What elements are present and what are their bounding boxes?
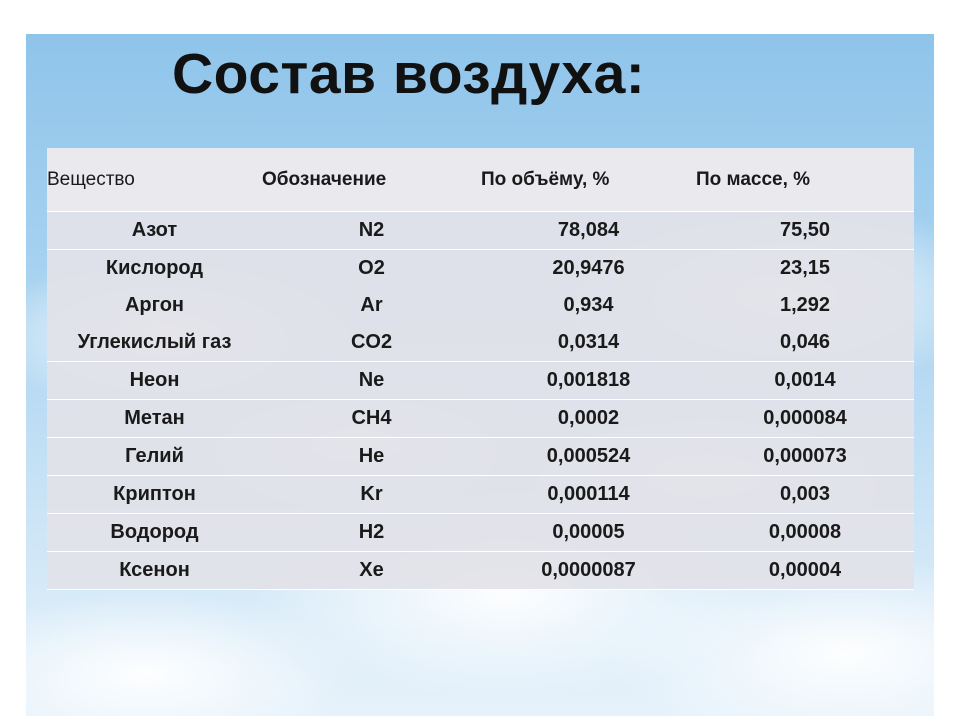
cell-mass: 1,292 [696, 287, 914, 324]
cell-volume: 20,9476 [481, 249, 696, 287]
cell-substance: Кислород [47, 249, 262, 287]
cell-substance: Водород [47, 513, 262, 552]
table-row: Кислород O2 20,9476 23,15 [47, 249, 914, 287]
cell-substance: Криптон [47, 475, 262, 514]
cell-volume: 0,001818 [481, 361, 696, 400]
cell-symbol: N2 [262, 211, 481, 250]
cell-symbol: CO2 [262, 324, 481, 362]
cell-symbol: H2 [262, 513, 481, 552]
cell-symbol: Xe [262, 551, 481, 590]
cell-volume: 0,934 [481, 287, 696, 324]
cell-mass: 0,0014 [696, 361, 914, 400]
cell-volume: 0,0314 [481, 324, 696, 362]
cell-substance: Неон [47, 361, 262, 400]
cell-mass: 23,15 [696, 249, 914, 287]
table-row: Гелий He 0,000524 0,000073 [47, 437, 914, 476]
cell-substance: Аргон [47, 287, 262, 324]
cell-substance: Ксенон [47, 551, 262, 590]
table-row: Аргон Ar 0,934 1,292 [47, 287, 914, 324]
cell-substance: Метан [47, 399, 262, 438]
cell-mass: 0,00004 [696, 551, 914, 590]
cell-symbol: He [262, 437, 481, 476]
cell-mass: 0,046 [696, 324, 914, 362]
cell-symbol: O2 [262, 249, 481, 287]
cell-volume: 0,0000087 [481, 551, 696, 590]
cell-volume: 0,0002 [481, 399, 696, 438]
header-volume: По объёму, % [481, 148, 696, 212]
cell-mass: 75,50 [696, 211, 914, 250]
cell-volume: 0,000114 [481, 475, 696, 514]
cell-symbol: CH4 [262, 399, 481, 438]
cell-volume: 0,00005 [481, 513, 696, 552]
header-substance: Вещество [47, 148, 262, 212]
cell-mass: 0,000084 [696, 399, 914, 438]
cell-mass: 0,000073 [696, 437, 914, 476]
air-composition-table: Вещество Обозначение По объёму, % По мас… [47, 148, 914, 590]
header-mass: По массе, % [696, 148, 914, 212]
table-row: Криптон Kr 0,000114 0,003 [47, 475, 914, 514]
cell-volume: 0,000524 [481, 437, 696, 476]
table-row: Ксенон Xe 0,0000087 0,00004 [47, 551, 914, 590]
cell-symbol: Ar [262, 287, 481, 324]
cell-volume: 78,084 [481, 211, 696, 250]
cell-symbol: Kr [262, 475, 481, 514]
table-row: Водород H2 0,00005 0,00008 [47, 513, 914, 552]
table-row: Неон Ne 0,001818 0,0014 [47, 361, 914, 400]
header-symbol: Обозначение [262, 148, 481, 212]
cell-substance: Азот [47, 211, 262, 250]
cell-substance: Углекислый газ [47, 324, 262, 362]
cell-substance: Гелий [47, 437, 262, 476]
cell-mass: 0,00008 [696, 513, 914, 552]
table-header-row: Вещество Обозначение По объёму, % По мас… [47, 148, 914, 212]
table-row: Углекислый газ CO2 0,0314 0,046 [47, 324, 914, 362]
table-row: Азот N2 78,084 75,50 [47, 211, 914, 250]
cell-symbol: Ne [262, 361, 481, 400]
cell-mass: 0,003 [696, 475, 914, 514]
table-row: Метан CH4 0,0002 0,000084 [47, 399, 914, 438]
page-title: Состав воздуха: [172, 42, 646, 106]
